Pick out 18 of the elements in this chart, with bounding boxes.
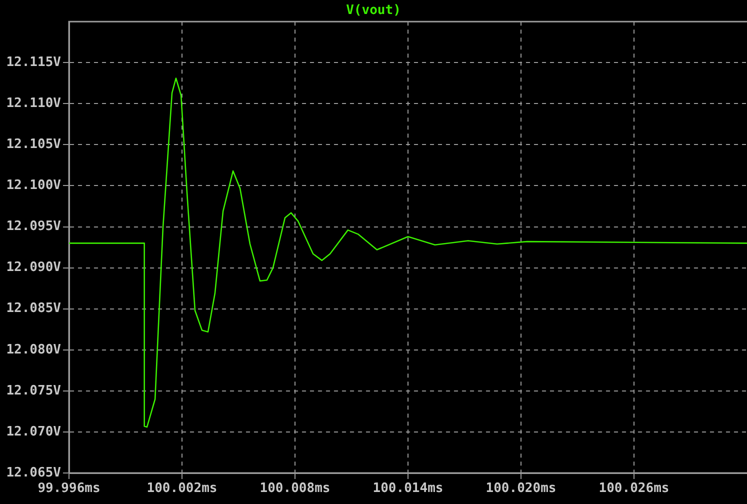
x-tick-label: 100.008ms — [260, 481, 330, 496]
y-tick-label: 12.110V — [6, 96, 62, 112]
y-tick-label: 12.075V — [6, 383, 62, 398]
y-tick-label: 12.115V — [6, 55, 62, 70]
y-tick-label: 12.065V — [6, 465, 62, 480]
y-tick-label: 12.080V — [6, 342, 62, 358]
y-tick-label: 12.090V — [6, 260, 62, 276]
x-tick-label: 100.026ms — [598, 481, 670, 496]
x-tick-label: 99.996ms — [38, 481, 100, 496]
y-tick-label: 12.100V — [6, 178, 62, 194]
y-tick-label: 12.105V — [6, 137, 62, 152]
x-tick-label: 100.020ms — [486, 481, 556, 496]
x-tick-label: 100.014ms — [372, 481, 444, 496]
y-tick-label: 12.085V — [6, 301, 62, 316]
y-tick-label: 12.070V — [6, 424, 62, 440]
y-tick-label: 12.095V — [6, 219, 62, 234]
x-tick-label: 100.002ms — [146, 481, 218, 496]
chart-title: V(vout) — [346, 3, 401, 18]
